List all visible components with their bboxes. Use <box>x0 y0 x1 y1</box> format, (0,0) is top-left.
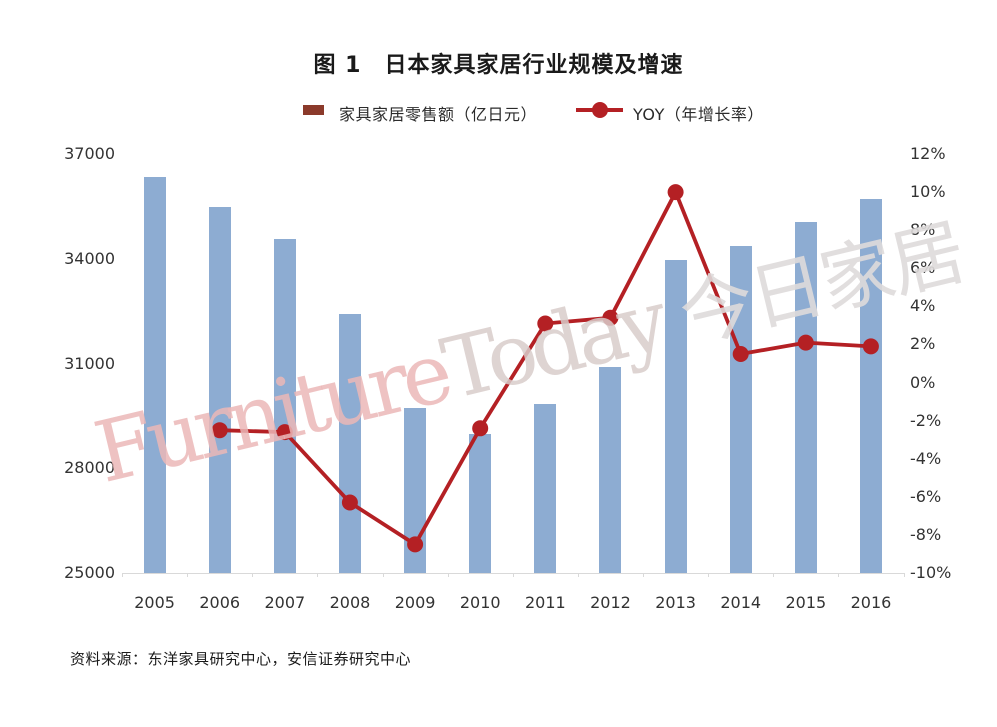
bar-2013 <box>664 260 687 573</box>
legend-bar-swatch-icon <box>303 105 324 115</box>
x-axis-year-label: 2009 <box>394 593 436 612</box>
x-axis-year-label: 2011 <box>524 593 566 612</box>
y-axis-right-tick: 8% <box>910 220 936 240</box>
yoy-marker <box>537 315 554 332</box>
x-axis-year-label: 2010 <box>459 593 501 612</box>
x-axis-tick-mark <box>447 573 449 577</box>
x-axis-year-label: 2014 <box>720 593 762 612</box>
x-axis-tick-mark <box>708 573 710 577</box>
x-axis-tick-mark <box>773 573 775 577</box>
x-axis-year-label: 2012 <box>590 593 631 612</box>
chart-title: 图 1 日本家具家居行业规模及增速 <box>313 53 684 78</box>
y-axis-right-tick: -8% <box>910 524 942 544</box>
y-axis-right-tick: -6% <box>910 486 942 506</box>
yoy-marker <box>667 184 684 201</box>
y-axis-left-tick: 34000 <box>64 248 115 268</box>
x-axis-tick-mark <box>382 573 384 577</box>
y-axis-right-tick: 2% <box>910 334 936 354</box>
y-axis-right-tick: 6% <box>910 258 936 278</box>
y-axis-right-tick: 12% <box>910 144 946 163</box>
y-axis-right-tick: 10% <box>910 182 946 202</box>
y-axis-right-tick: 4% <box>910 296 936 316</box>
y-axis-right-tick: -10% <box>910 563 952 582</box>
x-axis-year-label: 2013 <box>655 593 696 612</box>
x-axis-year-label: 2008 <box>329 593 371 612</box>
bar-2016 <box>859 198 882 573</box>
x-axis-year-label: 2016 <box>850 593 892 612</box>
bar-2008 <box>338 313 361 573</box>
x-axis-tick-mark <box>512 573 514 577</box>
legend-bar-label: 家具家居零售额（亿日元） <box>339 105 538 124</box>
x-axis-tick-mark <box>577 573 579 577</box>
x-axis-tick-mark <box>643 573 644 577</box>
bar-2007 <box>273 239 296 573</box>
x-axis-tick-mark <box>317 573 319 577</box>
x-axis-tick-mark <box>252 573 254 577</box>
x-axis-year-label: 2006 <box>199 593 241 612</box>
y-axis-left-tick: 37000 <box>64 144 115 163</box>
y-axis-right-tick: 0% <box>910 372 936 392</box>
y-axis-left-tick: 31000 <box>64 353 115 373</box>
bar-2009 <box>404 408 427 573</box>
bar-2011 <box>534 404 557 573</box>
bar-2015 <box>794 221 817 573</box>
legend-line-label: YOY（年增长率） <box>633 105 764 124</box>
bar-2010 <box>469 434 492 573</box>
x-axis-year-label: 2007 <box>264 593 306 612</box>
bar-2005 <box>143 176 166 573</box>
x-axis-tick-mark <box>838 573 840 577</box>
source-note: 资料来源：东洋家具研究中心，安信证券研究中心 <box>70 650 412 668</box>
x-axis-tick-mark <box>903 573 905 577</box>
watermark-furniture-text: Furniture <box>85 323 457 502</box>
y-axis-right-tick: -4% <box>910 448 942 468</box>
bar-2014 <box>729 246 752 573</box>
y-axis-left-tick: 25000 <box>64 563 115 582</box>
bar-2012 <box>599 366 622 573</box>
y-axis-right-tick: -2% <box>910 410 942 430</box>
watermark-today-text: Today <box>433 271 672 419</box>
legend-line-marker-icon <box>592 102 608 118</box>
yoy-marker <box>602 309 619 326</box>
x-axis-year-label: 2015 <box>785 593 827 612</box>
x-axis-tick-mark <box>187 573 189 577</box>
x-axis-tick-mark <box>122 573 123 577</box>
x-axis-year-label: 2005 <box>134 593 175 612</box>
bar-2006 <box>208 207 231 573</box>
y-axis-left-tick: 28000 <box>64 458 115 478</box>
